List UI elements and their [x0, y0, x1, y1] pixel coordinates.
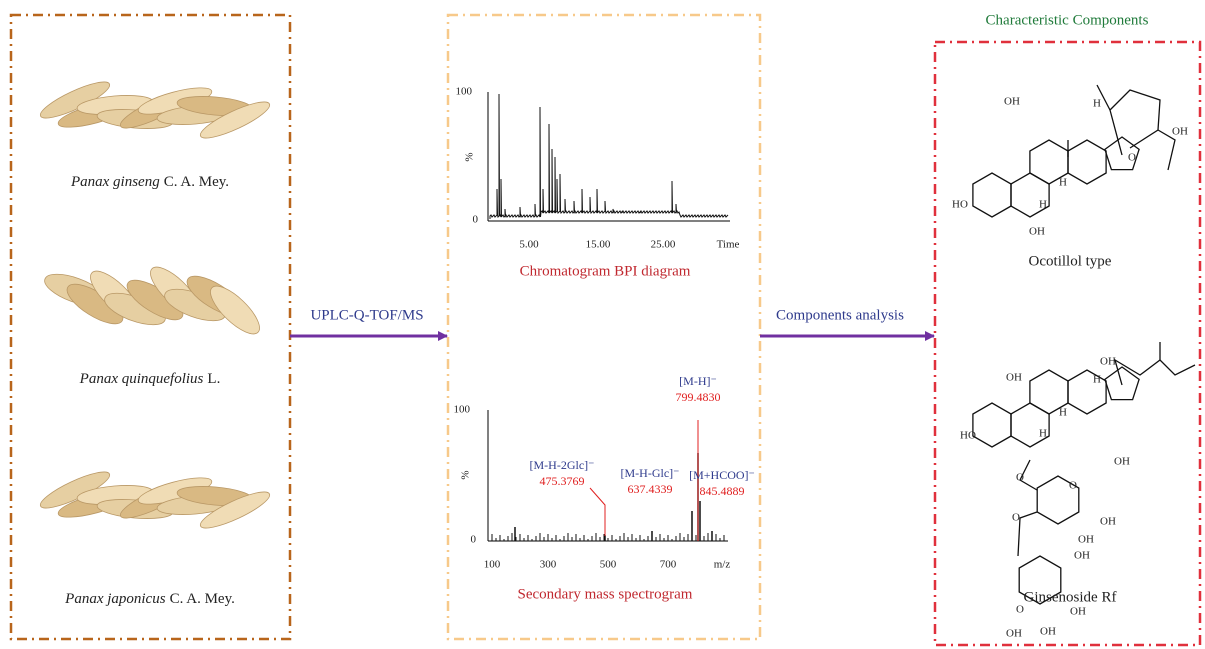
- bond: [1019, 459, 1038, 491]
- atom-label: O: [1016, 604, 1024, 616]
- ion: [M+HCOO]⁻: [689, 468, 755, 482]
- structure-name: Ginsenoside Rf: [1024, 589, 1117, 605]
- atom-label: OH: [1100, 516, 1116, 528]
- leader: [589, 487, 606, 536]
- herb-image: [44, 266, 260, 335]
- atom-label: OH: [1114, 456, 1130, 468]
- structure-name: Ocotillol type: [1029, 253, 1112, 269]
- method-label: UPLC-Q-TOF/MS: [310, 307, 423, 323]
- sugar: [1018, 555, 1062, 605]
- atom-label: OH: [1040, 626, 1056, 638]
- x-label: m/z: [714, 559, 731, 571]
- atom-label: H: [1093, 374, 1101, 386]
- ring: [1104, 366, 1140, 401]
- atom-label: OH: [1006, 628, 1022, 640]
- ring: [1104, 136, 1140, 171]
- atom-label: O: [1012, 512, 1020, 524]
- bond: [1096, 84, 1111, 111]
- x-label: Time: [717, 239, 740, 251]
- herb-caption: Panax japonicus C. A. Mey.: [64, 591, 235, 607]
- ring: [1067, 369, 1107, 415]
- y-label: 100: [456, 86, 473, 98]
- atom-label: HO: [960, 430, 976, 442]
- components-title: Characteristic Components: [986, 12, 1149, 28]
- species: Panax japonicus: [64, 591, 166, 607]
- atom-label: O: [1128, 152, 1136, 164]
- atom-label: O: [1069, 480, 1077, 492]
- bond: [1017, 511, 1038, 557]
- x-label: 700: [660, 559, 677, 571]
- herb-images: Panax ginseng C. A. Mey.Panax quinquefoli…: [39, 81, 271, 607]
- analysis-label: Components analysis: [776, 307, 904, 323]
- mz: 799.4830: [676, 390, 721, 404]
- atom-label: OH: [1074, 550, 1090, 562]
- chromatogram: 100% 0 5.00 15.00 25.00 Time: [456, 86, 740, 251]
- y-label: 0: [473, 214, 479, 226]
- atom-label: OH: [1004, 96, 1020, 108]
- bond: [1113, 358, 1196, 386]
- ion: [M-H-2Glc]⁻: [530, 458, 595, 472]
- atom-label: H: [1039, 428, 1047, 440]
- x-label: 5.00: [519, 239, 539, 251]
- ion: [M-H-Glc]⁻: [621, 466, 680, 480]
- herb-image: [39, 471, 271, 529]
- ion: [M-H]⁻: [679, 374, 717, 388]
- ring: [972, 172, 1012, 218]
- analysis-box: [446, 13, 762, 641]
- atom-label: H: [1093, 98, 1101, 110]
- atom-label: OH: [1100, 356, 1116, 368]
- species: Panax ginseng: [70, 174, 160, 190]
- atom-label: O: [1016, 472, 1024, 484]
- bond: [1109, 89, 1161, 156]
- mz: 475.3769: [540, 474, 585, 488]
- authority: C. A. Mey.: [170, 591, 235, 607]
- herb-box: [9, 13, 292, 641]
- ring: [1067, 139, 1107, 185]
- x-label: 100: [484, 559, 501, 571]
- x-label: 500: [600, 559, 617, 571]
- x-label: 300: [540, 559, 557, 571]
- spectrum: 100% 0 100 300 500 700 m/z [M-H]⁻ 799.4830 [M-H-2…: [454, 374, 755, 571]
- herb-caption: Panax ginseng C. A. Mey.: [70, 174, 229, 190]
- mz: 637.4339: [628, 482, 673, 496]
- root: [199, 491, 271, 529]
- ring: [972, 402, 1012, 448]
- y-label: %: [460, 470, 472, 479]
- atom-label: H: [1059, 407, 1067, 419]
- y-label: 100: [454, 404, 471, 416]
- authority: L.: [207, 371, 220, 387]
- atom-label: OH: [1172, 126, 1188, 138]
- mz: 845.4889: [700, 484, 745, 498]
- atom-label: OH: [1006, 372, 1022, 384]
- y-label: 0: [471, 534, 477, 546]
- atom-label: H: [1039, 199, 1047, 211]
- atom-label: H: [1059, 177, 1067, 189]
- atom-label: HO: [952, 199, 968, 211]
- atom-label: OH: [1029, 226, 1045, 238]
- x-label: 25.00: [651, 239, 676, 251]
- herb-image: [39, 81, 271, 139]
- chromatogram-caption: Chromatogram BPI diagram: [520, 263, 691, 279]
- sugar: [1036, 475, 1080, 525]
- ring: [1010, 402, 1050, 448]
- y-label: %: [464, 152, 476, 161]
- spectrum-caption: Secondary mass spectrogram: [518, 586, 693, 602]
- trace: [489, 93, 729, 219]
- root: [210, 285, 260, 335]
- species: Panax quinquefolius: [79, 371, 204, 387]
- root: [199, 101, 271, 139]
- authority: C. A. Mey.: [164, 174, 229, 190]
- atom-label: OH: [1078, 534, 1094, 546]
- herb-caption: Panax quinquefolius L.: [79, 371, 221, 387]
- atom-label: OH: [1070, 606, 1086, 618]
- x-label: 15.00: [586, 239, 611, 251]
- component-box: [933, 40, 1202, 647]
- bond: [1157, 129, 1176, 171]
